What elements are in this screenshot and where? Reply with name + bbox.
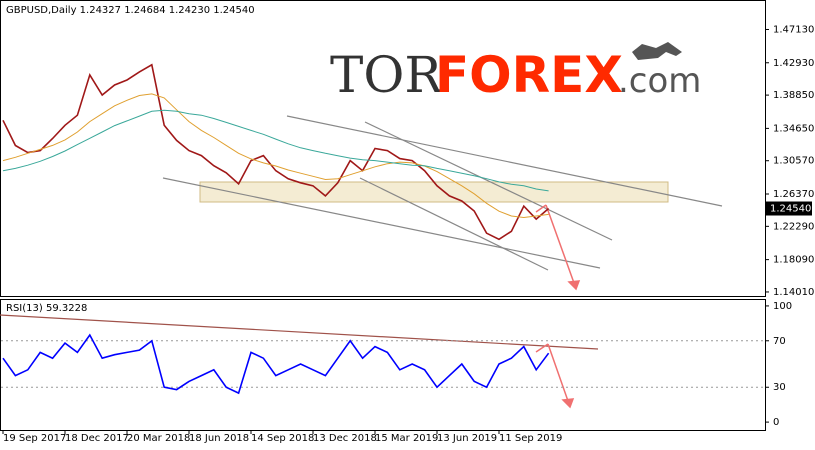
- y-tick-label: 1.30570: [773, 156, 814, 167]
- y-tick-label: 1.47130: [773, 24, 814, 35]
- price-marker-label: 1.24540: [770, 204, 811, 215]
- x-tick-label: 18 Dec 2017: [65, 433, 129, 444]
- arrow: [535, 343, 549, 353]
- x-tick-label: 14 Sep 2018: [251, 433, 314, 444]
- arrow-head: [567, 280, 581, 291]
- arrow-head: [561, 398, 575, 409]
- y-tick-label: 1.38850: [773, 90, 814, 101]
- watermark-middle: FOREX: [435, 46, 623, 104]
- bull-icon: [632, 42, 682, 60]
- trend-line: [286, 115, 723, 207]
- trend-line: [364, 121, 613, 241]
- rsi-pane: [0, 299, 766, 431]
- y-tick-label: 1.22290: [773, 221, 814, 232]
- y-tick-label: 1.26370: [773, 189, 814, 200]
- y-tick-label: 30: [773, 382, 786, 393]
- y-tick-label: 1.42930: [773, 58, 814, 69]
- x-tick-label: 18 Jun 2018: [189, 433, 249, 444]
- series-line: [2, 63, 550, 241]
- arrow: [545, 204, 575, 284]
- trend-lines: [0, 115, 723, 350]
- price-pane: [0, 0, 766, 297]
- rsi-title: RSI(13) 59.3228: [6, 303, 87, 314]
- y-tick-label: 0: [773, 417, 779, 428]
- price-marker: [766, 201, 812, 216]
- x-tick-label: 13 Dec 2018: [313, 433, 377, 444]
- y-tick-label: 100: [773, 301, 792, 312]
- series-line: [2, 333, 550, 395]
- x-tick-label: 15 Mar 2019: [375, 433, 438, 444]
- arrow: [535, 204, 547, 213]
- watermark-left: TOR: [330, 46, 443, 104]
- arrow: [547, 343, 569, 402]
- x-tick-label: 11 Sep 2019: [499, 433, 562, 444]
- y-tick-label: 70: [773, 336, 786, 347]
- trend-line: [0, 314, 599, 350]
- series-line: [2, 109, 549, 192]
- trend-line: [359, 177, 549, 271]
- watermark: TOR FOREX .com: [330, 42, 701, 104]
- x-tick-label: 13 Jun 2019: [437, 433, 497, 444]
- y-tick-label: 1.34650: [773, 123, 814, 134]
- series-line: [2, 93, 549, 219]
- trend-line: [162, 177, 601, 269]
- chart-title: GBPUSD,Daily 1.24327 1.24684 1.24230 1.2…: [6, 5, 255, 16]
- x-tick-label: 20 Mar 2018: [127, 433, 190, 444]
- x-tick-label: 19 Sep 2017: [3, 433, 66, 444]
- watermark-right: .com: [618, 61, 701, 101]
- y-tick-label: 1.14010: [773, 287, 814, 298]
- y-tick-label: 1.18090: [773, 255, 814, 266]
- support-zone: [199, 181, 669, 203]
- forecast-arrows: [535, 204, 581, 409]
